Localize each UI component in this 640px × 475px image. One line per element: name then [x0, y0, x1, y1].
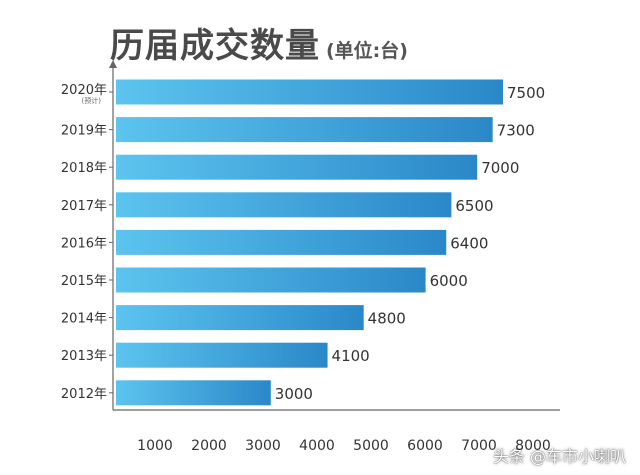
y-axis-arrow [109, 60, 117, 68]
chart-axes [109, 60, 560, 411]
y-tick-label: 2019年 [61, 124, 107, 139]
x-tick-label: 7000 [461, 438, 497, 454]
x-tick-label: 8000 [515, 438, 551, 454]
x-tick-label: 4000 [299, 438, 335, 454]
chart-title-main: 历届成交数量 [110, 26, 320, 66]
bar [116, 380, 271, 406]
bar [116, 192, 452, 218]
chart-title: 历届成交数量 (单位:台) [110, 18, 408, 67]
x-tick-label: 2000 [191, 438, 227, 454]
y-tick-label: 2013年 [61, 349, 107, 364]
data-label: 7500 [507, 84, 545, 102]
bar [116, 154, 478, 180]
data-label: 6400 [450, 234, 488, 252]
bar [116, 267, 426, 293]
y-tick-label: 2020年 [61, 83, 107, 98]
x-tick-label: 5000 [353, 438, 389, 454]
bar [116, 79, 503, 105]
x-tick-label: 6000 [407, 438, 443, 454]
data-label: 6500 [455, 197, 493, 215]
y-tick-label: 2017年 [61, 199, 107, 214]
bar [116, 305, 364, 331]
bar [116, 229, 447, 255]
chart-unit-label: (单位:台) [326, 40, 408, 62]
data-label: 4800 [368, 310, 406, 328]
x-tick-label: 1000 [137, 438, 173, 454]
data-label: 6000 [430, 272, 468, 290]
bar [116, 117, 493, 143]
y-tick-label: 2014年 [61, 312, 107, 327]
y-tick-label: 2016年 [61, 236, 107, 251]
chart-labels: 2020年(预计) 7500 2019年 7300 2018年 7000 2017年 6500… [61, 83, 551, 454]
chart-bars [116, 79, 503, 406]
y-tick-note: (预计) [82, 96, 102, 105]
data-label: 3000 [275, 385, 313, 403]
watermark: 头条 @车市小喇叭 [492, 447, 626, 466]
data-label: 4100 [332, 347, 370, 365]
data-label: 7000 [481, 159, 519, 177]
y-tick-label: 2018年 [61, 161, 107, 176]
bar [116, 342, 328, 368]
y-tick-label: 2012年 [61, 387, 107, 402]
data-label: 7300 [497, 122, 535, 140]
y-tick-label: 2015年 [61, 274, 107, 289]
x-tick-label: 3000 [245, 438, 281, 454]
